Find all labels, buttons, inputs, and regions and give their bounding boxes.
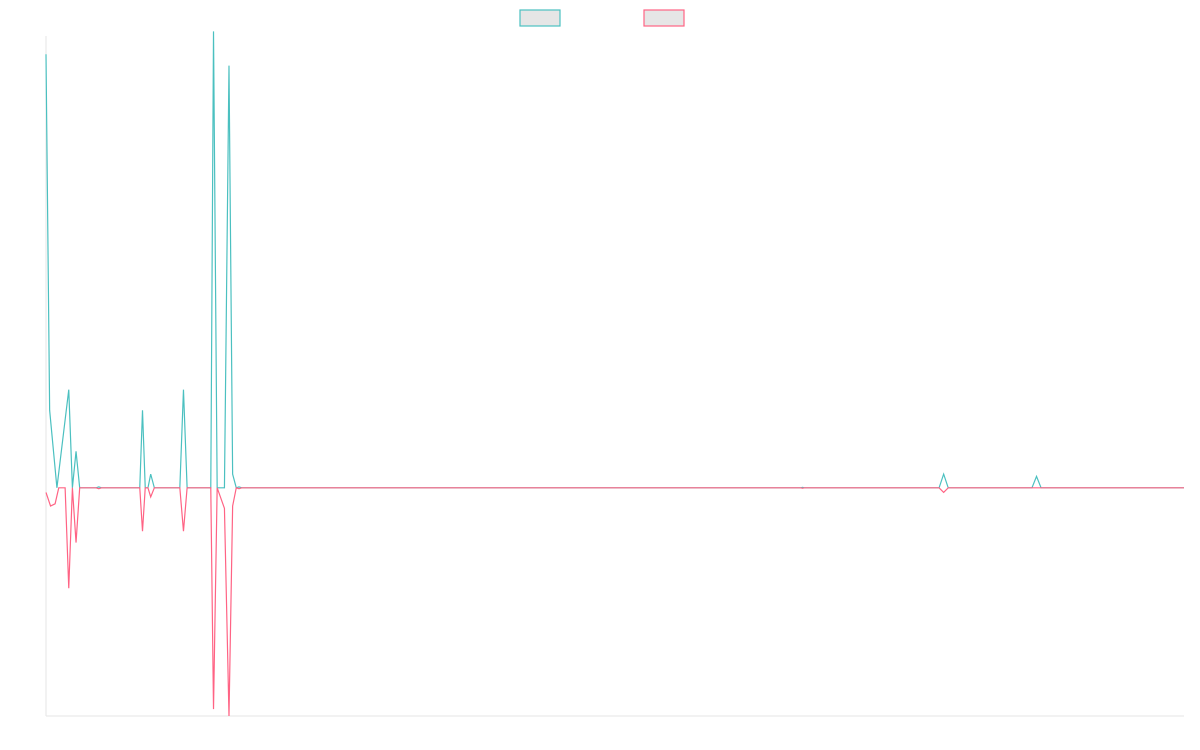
legend[interactable] (519, 9, 685, 27)
series-0-line (45, 31, 1184, 489)
series-layer (45, 31, 1184, 717)
legend-swatch-series-0[interactable] (519, 9, 561, 27)
series-1-line (45, 487, 1184, 717)
legend-swatch-series-1[interactable] (643, 9, 685, 27)
